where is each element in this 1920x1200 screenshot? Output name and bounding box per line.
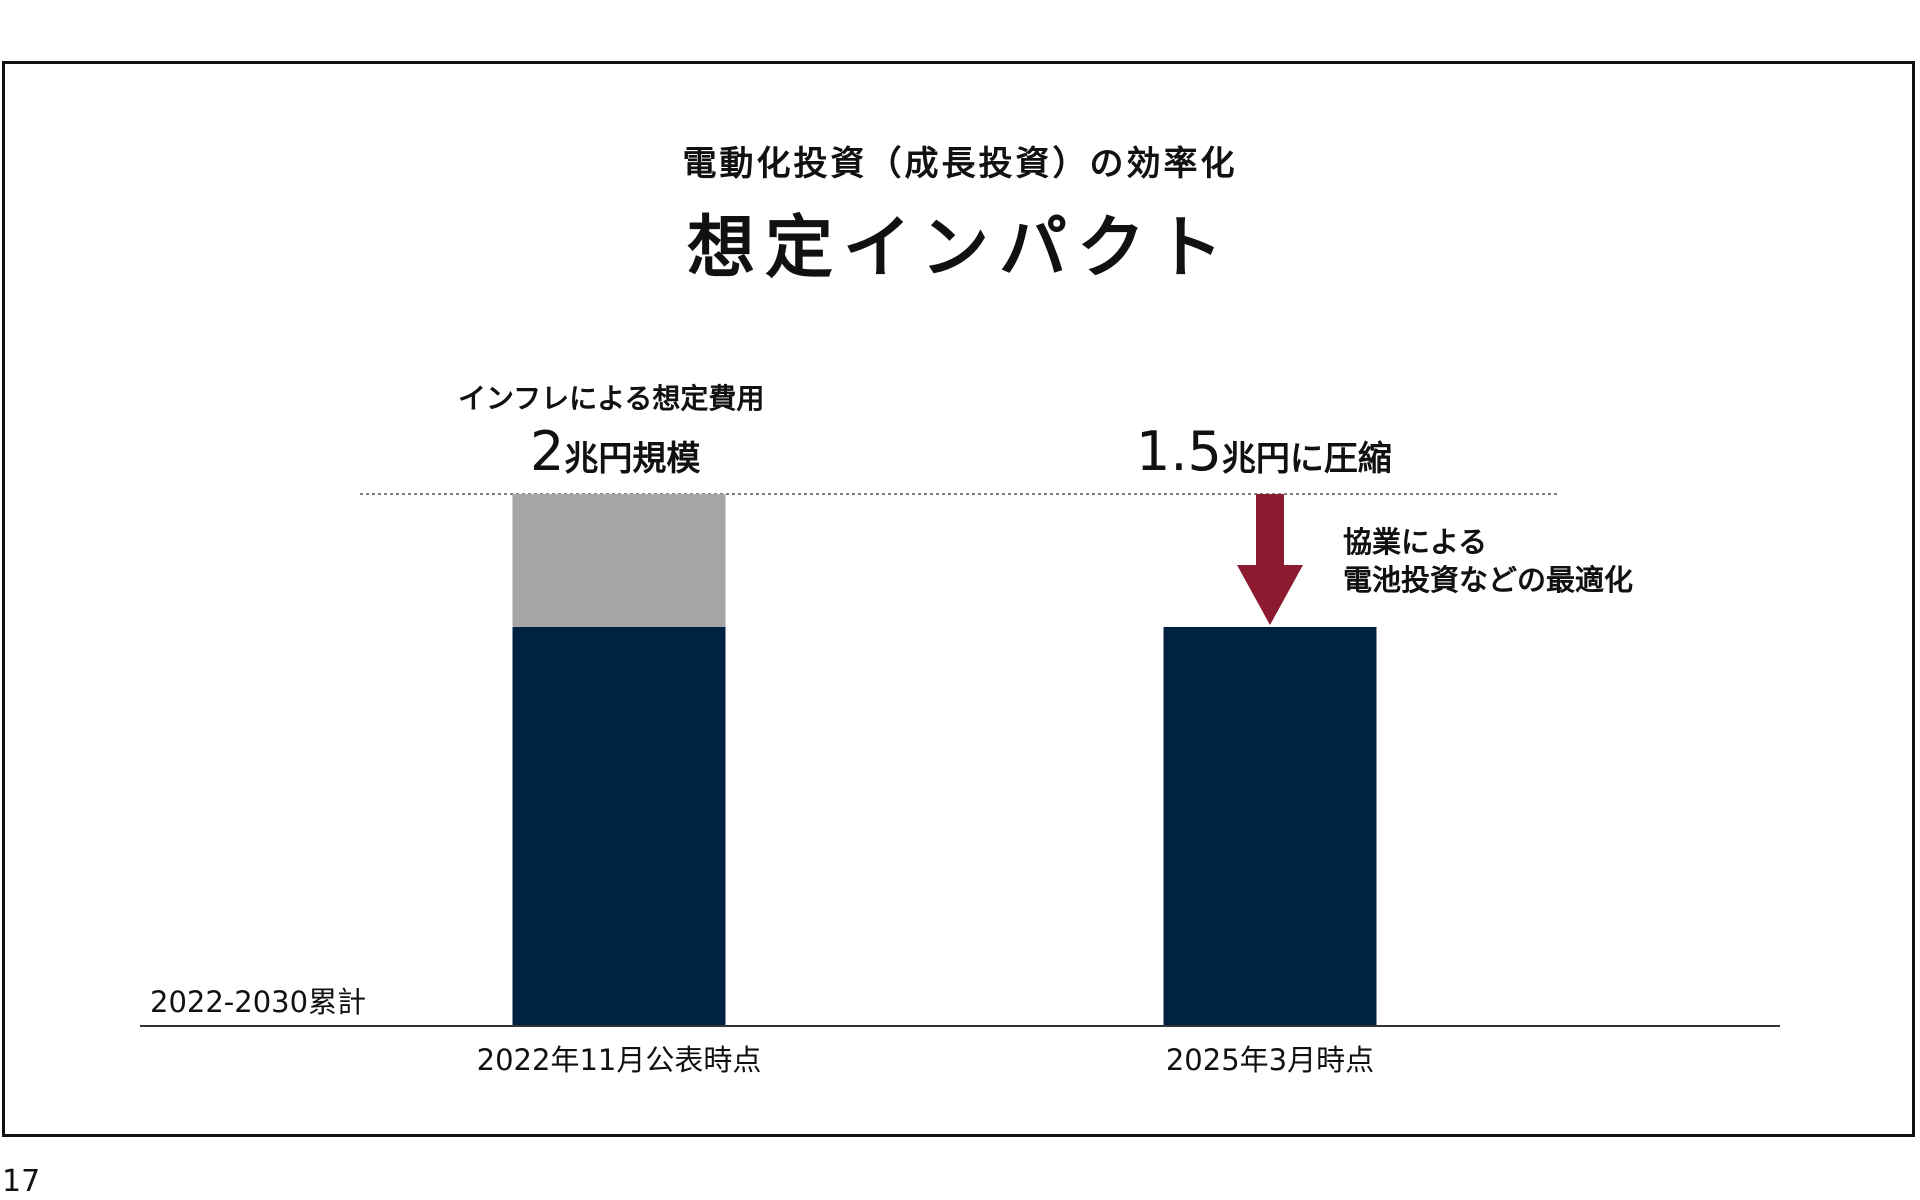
left-total-number: 2	[530, 420, 565, 483]
right-total-label: 1.5兆円に圧縮	[1136, 425, 1392, 479]
slide-title: 想定インパクト	[686, 209, 1233, 288]
inflation-note: インフレによる想定費用	[458, 382, 765, 415]
left-total-label: 2兆円規模	[530, 425, 700, 479]
right-total-unit: 兆円に圧縮	[1221, 439, 1392, 479]
callout-line-2: 電池投資などの最適化	[1343, 562, 1634, 597]
right-total-number: 1.5	[1136, 420, 1222, 483]
slide-subtitle: 電動化投資（成長投資）の効率化	[682, 144, 1238, 184]
slide-frame	[2, 61, 1915, 1137]
left-total-unit: 兆円規模	[564, 439, 701, 479]
page-number: 17	[2, 1164, 41, 1199]
arrow-callout: 協業による 電池投資などの最適化	[1343, 524, 1633, 599]
callout-line-1: 協業による	[1343, 525, 1488, 559]
